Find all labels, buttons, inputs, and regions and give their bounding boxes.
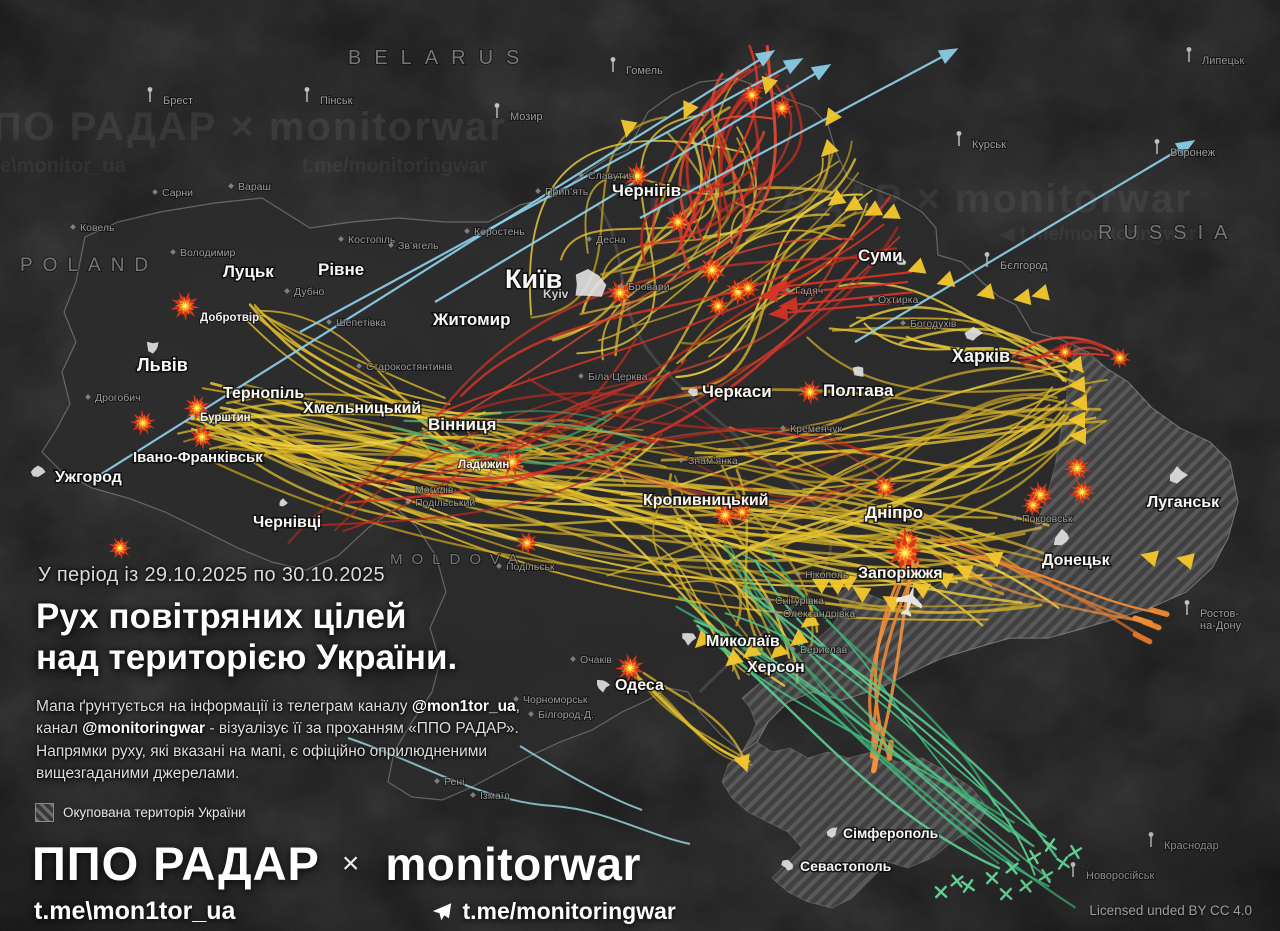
description-text: , канал (36, 697, 520, 738)
legend-occupied: Окупована територія України (35, 803, 541, 823)
map-title: Рух повітряних цілей над територією Укра… (36, 597, 541, 679)
brand-ppo-radar: ППО РАДАР (32, 837, 320, 890)
description-text: Мапа ґрунтується на інформації із телегр… (36, 697, 412, 715)
brand-monitorwar: monitorwar (385, 837, 641, 890)
handle-mon1tor-ua[interactable]: t.me\mon1tor_ua (34, 897, 236, 925)
branding-row: ППО РАДАР × monitorwar (32, 836, 641, 891)
period-label: У період із 29.10.2025 по 30.10.2025 (38, 564, 385, 586)
title-line-2: над територією України. (36, 637, 458, 677)
channel-handle[interactable]: @monitoringwar (82, 720, 206, 738)
info-panel: У період із 29.10.2025 по 30.10.2025 Рух… (35, 564, 541, 823)
license-label: Licensed unded BY CC 4.0 (1089, 903, 1252, 918)
brand-separator-icon: × (341, 846, 360, 880)
occupied-hatch-swatch (35, 803, 54, 823)
map-description: Мапа ґрунтується на інформації із телегр… (36, 696, 541, 785)
channel-handle[interactable]: @mon1tor_ua (411, 697, 516, 715)
handle-monitoringwar-label: t.me/monitoringwar (462, 898, 676, 924)
handle-monitoringwar[interactable]: t.me/monitoringwar (431, 898, 676, 925)
legend-label: Окупована територія України (63, 805, 246, 821)
telegram-handles: t.me\mon1tor_ua t.me/monitoringwar (34, 897, 676, 926)
telegram-plane-icon (433, 902, 452, 920)
description-text: - візуалізує її за проханням «ППО РАДАР»… (36, 720, 519, 782)
title-line-1: Рух повітряних цілей (36, 597, 407, 636)
